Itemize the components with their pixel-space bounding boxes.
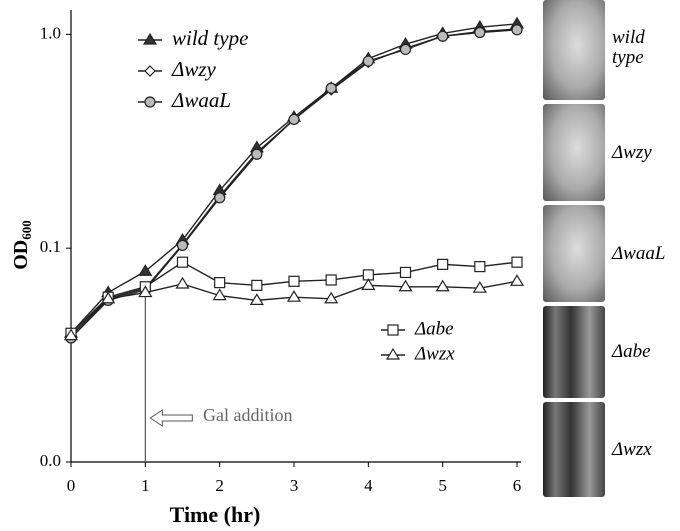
data-point: [324, 291, 339, 304]
data-point: [511, 256, 523, 268]
data-point: [214, 277, 226, 289]
x-tick-label: 6: [513, 476, 522, 495]
data-point: [362, 55, 374, 67]
data-point: [325, 82, 337, 94]
data-point: [212, 288, 227, 301]
y-label-sub: 600: [19, 220, 34, 240]
data-point: [437, 30, 449, 42]
y-tick-label: 0.0: [40, 451, 61, 470]
legend-marker: [142, 32, 158, 45]
data-point: [399, 43, 412, 56]
data-point: [398, 279, 413, 292]
data-point: [325, 274, 337, 286]
data-point: [437, 258, 449, 270]
x-tick-label: 1: [141, 476, 150, 495]
data-point: [214, 192, 226, 204]
x-axis-label: Time (hr): [170, 502, 261, 527]
data-point: [138, 264, 153, 276]
data-point: [249, 293, 264, 305]
data-point: [286, 290, 302, 302]
data-point: [472, 281, 487, 293]
legend-marker: [144, 65, 156, 77]
x-tick-label: 2: [215, 476, 224, 495]
x-tick-label: 0: [67, 476, 76, 495]
data-point: [138, 285, 153, 298]
data-point: [63, 328, 79, 341]
y-axis-label: OD600: [10, 220, 34, 270]
photo-label: ΔwaaL: [612, 242, 666, 264]
photo-label: Δwzy: [612, 141, 652, 163]
series-line: [70, 28, 518, 337]
y-label-main: OD: [10, 240, 32, 270]
y-tick-label: 0.1: [40, 237, 61, 256]
tube-photo: [543, 402, 605, 497]
x-tick-label: 4: [364, 476, 373, 495]
y-tick-label: 1.0: [40, 23, 61, 42]
data-point: [175, 276, 190, 289]
tube-photo: [543, 306, 605, 398]
photo-label: Δwzx: [612, 438, 652, 460]
data-point: [176, 239, 189, 252]
chart: Time (hr) OD600 0.0 0.1 1.0 0 1 2 3 4 5 6 Gal addi…: [10, 10, 525, 527]
x-tick-label: 5: [438, 476, 447, 495]
legend-marker: [387, 324, 399, 336]
legend-label: Δabe: [414, 318, 454, 339]
legend-marker: [385, 347, 401, 360]
legend-label: Δwzy: [171, 57, 217, 81]
data-point: [176, 256, 189, 268]
data-point: [511, 24, 523, 36]
data-point: [474, 26, 486, 39]
annotation-arrow: [149, 409, 193, 427]
tube-photo: [543, 0, 605, 100]
data-point: [251, 148, 263, 160]
annotation-text: Gal addition: [203, 405, 292, 425]
legend-label: Δwzx: [414, 343, 455, 364]
data-point: [288, 275, 300, 287]
data-point: [435, 279, 450, 292]
tube-photo: [543, 205, 605, 302]
data-point: [251, 279, 263, 291]
data-point: [288, 113, 300, 126]
data-point: [101, 291, 116, 304]
data-point: [509, 274, 525, 286]
data-point: [474, 261, 486, 273]
photo-label: wild type: [612, 27, 645, 68]
photo-label: Δabe: [612, 341, 651, 362]
data-point: [361, 278, 376, 290]
legend-marker: [144, 96, 156, 108]
legend-label: wild type: [172, 26, 248, 50]
legend-label: ΔwaaL: [171, 88, 231, 112]
tube-photo: [543, 104, 605, 201]
data-point: [399, 266, 412, 279]
x-tick-label: 3: [290, 476, 299, 495]
